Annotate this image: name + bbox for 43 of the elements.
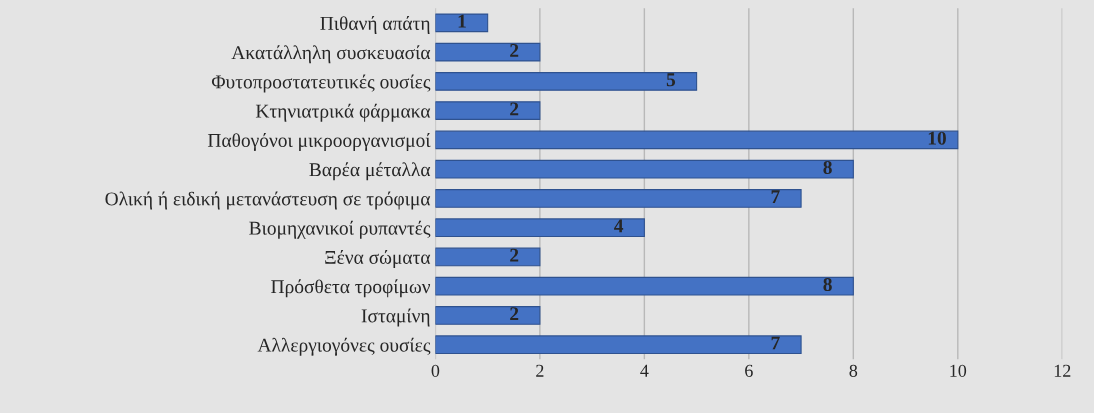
y-tick-label: Βαρέα μέταλλα xyxy=(309,162,431,181)
y-tick-label: Κτηνιατρικά φάρμακα xyxy=(255,103,431,122)
y-tick-label: Ισταμίνη xyxy=(361,308,430,327)
bar xyxy=(435,101,541,120)
y-tick-label: Φυτοπροστατευτικές ουσίες xyxy=(211,74,431,93)
x-tick-label: 2 xyxy=(536,364,544,377)
data-label: 4 xyxy=(614,219,624,233)
x-tick-label: 4 xyxy=(640,364,649,377)
data-label: 8 xyxy=(823,277,832,292)
bar xyxy=(435,189,802,208)
y-tick-label: Ολική ή ειδική μετανάστευση σε τρόφιμα xyxy=(105,191,431,210)
data-label: 7 xyxy=(771,190,780,204)
bar xyxy=(435,276,854,296)
y-tick-label: Πρόσθετα τροφίμων xyxy=(271,279,431,298)
y-tick-label: Αλλεργιογόνες ουσίες xyxy=(257,337,431,356)
data-label: 2 xyxy=(510,248,519,262)
bar xyxy=(435,218,645,237)
data-label: 1 xyxy=(458,14,466,28)
y-tick-label: Παθογόνοι μικροοργανισμοί xyxy=(207,133,431,151)
bar xyxy=(435,13,489,33)
y-tick-label: Βιομηχανικοί ρυπαντές xyxy=(249,220,431,239)
data-label: 5 xyxy=(666,73,676,87)
x-tick-label: 12 xyxy=(1054,364,1071,377)
y-tick-label: Πιθανή απάτη xyxy=(320,16,430,34)
y-tick-label: Ξένα σώματα xyxy=(325,250,431,268)
bar xyxy=(435,306,541,325)
data-label: 10 xyxy=(928,131,946,145)
bar xyxy=(435,247,541,267)
bar xyxy=(435,130,959,150)
bar xyxy=(435,335,802,355)
x-tick-label: 10 xyxy=(950,364,967,377)
x-tick-label: 0 xyxy=(431,364,440,377)
data-label: 2 xyxy=(510,307,519,321)
data-label: 8 xyxy=(823,160,832,175)
data-label: 7 xyxy=(771,336,780,350)
x-tick-label: 8 xyxy=(849,364,858,377)
data-label: 2 xyxy=(510,102,519,116)
bar xyxy=(435,72,698,91)
y-tick-label: Ακατάλληλη συσκευασία xyxy=(231,45,431,64)
x-tick-label: 6 xyxy=(745,364,753,377)
bar xyxy=(435,42,541,62)
data-label: 2 xyxy=(510,43,519,57)
bar xyxy=(435,159,854,179)
